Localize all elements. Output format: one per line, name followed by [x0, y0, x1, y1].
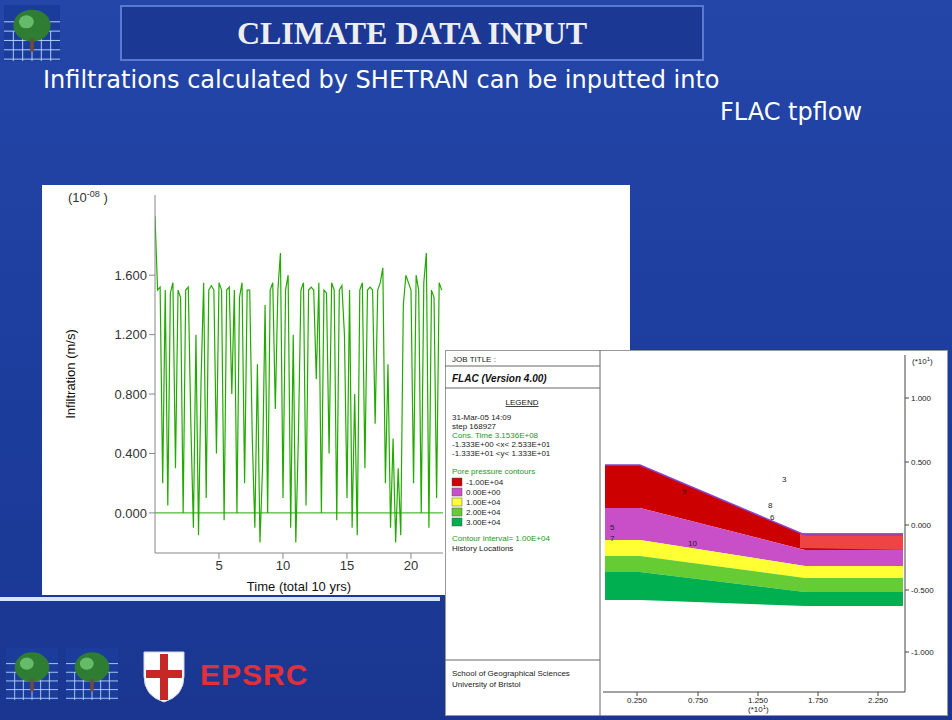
html-text:Infiltrations calculated by SH: Infiltrations calculated by SHETRAN can …	[43, 66, 720, 94]
svg-text:0.250: 0.250	[627, 696, 648, 705]
html-text:(10-08): (10-08)	[68, 189, 108, 206]
svg-text:1.250: 1.250	[748, 696, 768, 705]
svg-text:8: 8	[768, 501, 773, 510]
svg-text:0.00E+00: 0.00E+00	[466, 488, 501, 497]
svg-text:1.00E+04: 1.00E+04	[466, 498, 501, 507]
svg-text:(*101): (*101)	[912, 356, 933, 366]
svg-text:2.250: 2.250	[868, 696, 889, 705]
svg-text:0.750: 0.750	[688, 696, 709, 705]
svg-text:7: 7	[610, 534, 615, 543]
svg-text:6: 6	[770, 513, 775, 522]
html-text:CLIMATE DATA INPUT: CLIMATE DATA INPUT	[236, 14, 588, 51]
svg-text:-1.000: -1.000	[911, 648, 934, 657]
svg-text:-1.333E+01 <y< 1.333E+01: -1.333E+01 <y< 1.333E+01	[452, 449, 551, 458]
svg-text:5: 5	[215, 558, 222, 573]
svg-text:Cons. Time 3.1536E+08: Cons. Time 3.1536E+08	[452, 431, 539, 440]
svg-text:(*101): (*101)	[748, 704, 769, 714]
svg-text:1.600: 1.600	[114, 268, 147, 283]
svg-text:0.800: 0.800	[114, 387, 147, 402]
svg-text:0.000: 0.000	[911, 521, 932, 530]
svg-text:0.000: 0.000	[114, 506, 147, 521]
html-text:EPSRC: EPSRC	[200, 658, 309, 691]
svg-text:10: 10	[276, 558, 290, 573]
svg-text:2.00E+04: 2.00E+04	[466, 508, 501, 517]
svg-text:1.750: 1.750	[808, 696, 829, 705]
svg-text:3.00E+04: 3.00E+04	[466, 518, 501, 527]
svg-text:3: 3	[782, 475, 787, 484]
svg-text:University of Bristol: University of Bristol	[452, 680, 521, 689]
svg-text:step 168927: step 168927	[452, 422, 497, 431]
svg-text:31-Mar-05 14:09: 31-Mar-05 14:09	[452, 413, 512, 422]
svg-text:LEGEND: LEGEND	[506, 398, 539, 407]
svg-text:Pore pressure contours: Pore pressure contours	[452, 467, 535, 476]
svg-text:School of Geographical Science: School of Geographical Sciences	[452, 669, 570, 678]
svg-text:Time (total 10 yrs): Time (total 10 yrs)	[247, 579, 351, 594]
svg-text:-1.333E+00 <x< 2.533E+01: -1.333E+00 <x< 2.533E+01	[452, 440, 551, 449]
svg-text:History Locations: History Locations	[452, 544, 513, 553]
html-text:FLAC tpflow: FLAC tpflow	[720, 98, 863, 126]
svg-text:-0.500: -0.500	[911, 586, 934, 595]
svg-text:15: 15	[340, 558, 354, 573]
svg-text:9: 9	[682, 487, 687, 496]
svg-text:1.000: 1.000	[911, 394, 932, 403]
svg-text:Contour interval= 1.00E+04: Contour interval= 1.00E+04	[452, 534, 550, 543]
svg-text:0.500: 0.500	[911, 458, 932, 467]
svg-text:20: 20	[404, 558, 418, 573]
svg-text:JOB TITLE :: JOB TITLE :	[452, 355, 496, 364]
svg-text:FLAC (Version 4.00): FLAC (Version 4.00)	[452, 373, 547, 384]
svg-text:10: 10	[688, 539, 697, 548]
svg-text:5: 5	[610, 523, 615, 532]
svg-text:1.200: 1.200	[114, 327, 147, 342]
svg-text:Infiltration (m/s): Infiltration (m/s)	[63, 329, 78, 419]
svg-text:-1.00E+04: -1.00E+04	[466, 478, 504, 487]
svg-text:0.400: 0.400	[114, 446, 147, 461]
